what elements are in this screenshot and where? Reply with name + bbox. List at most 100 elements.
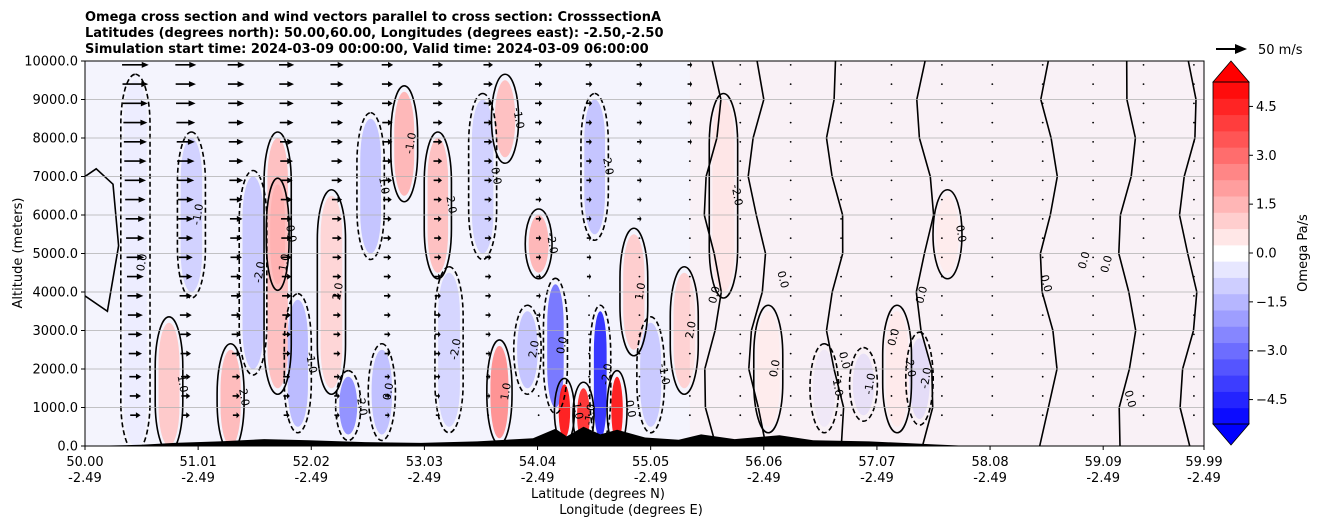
x-axis-label-secondary: Longitude (degrees E) [559,503,703,518]
wind-vector [789,395,792,397]
wind-vector [385,412,390,419]
omega-contour [904,331,934,426]
contour-label: 2.0 [443,195,459,214]
wind-vector [739,102,742,105]
wind-vector [485,312,491,319]
contour-label: 2.0 [903,359,919,378]
contour-label: 1.0 [498,382,514,401]
wind-vector [485,254,492,261]
contour-label: 0.0 [953,224,969,243]
wind-vector [483,81,493,88]
wind-vector [890,414,893,417]
contour-label: -2.0 [447,337,464,360]
wind-vector [229,177,244,184]
wind-vector [840,414,842,417]
omega-contour [263,131,293,396]
wind-vector [991,333,994,336]
wind-vector [232,373,241,380]
wind-vector [586,215,592,222]
wind-vector [687,138,692,145]
wind-vector [1193,160,1195,163]
wind-vector [789,375,792,378]
wind-vector [433,119,443,126]
wind-vector [789,333,792,336]
wind-vector [332,215,342,222]
wind-vector [231,350,241,357]
wind-vector [688,237,691,240]
wind-vector [739,63,742,66]
chart-title-line-2: Latitudes (degrees north): 50.00,60.00, … [85,26,664,41]
omega-region [394,91,415,196]
contour-label: 2.0 [526,339,542,358]
wind-vector [1092,237,1095,240]
wind-vector [332,273,342,280]
wind-vector [1041,237,1044,240]
colorbar-segment [1213,82,1249,99]
wind-vector [840,179,842,182]
wind-vector [331,138,343,145]
contour-label: -2.0 [599,362,616,385]
contour-label: -2.0 [353,393,370,416]
contour-label: 1.0 [632,282,648,301]
wind-vector [588,352,590,355]
wind-vector [890,395,893,397]
wind-vector [1193,217,1195,220]
wind-vector [688,314,691,316]
wind-vector [1193,352,1195,355]
wind-vector [586,119,593,126]
wind-vector [126,254,145,261]
contour-label: 0.0 [380,382,396,401]
omega-region [287,299,308,427]
wind-vector [384,292,391,299]
chart-title: Omega cross section and wind vectors par… [85,10,664,57]
contour-label: 0.0 [623,399,639,418]
wind-vector [890,121,893,124]
colorbar-tick-label: −1.5 [1256,295,1288,310]
colorbar-segment [1213,147,1249,164]
wind-vector [175,81,196,88]
wind-vector [588,333,590,336]
wind-vector [1142,256,1145,259]
wind-vector [129,392,142,399]
wind-vector [383,273,392,280]
wind-vector [638,256,641,259]
wind-vector [382,158,393,165]
wind-vector [890,217,893,220]
omega-contour [238,169,268,376]
contour-label: -2.0 [918,366,935,389]
wind-vector [890,314,893,316]
wind-vector [687,61,693,68]
wind-vector [638,395,641,397]
x-tick-label-longitude: -2.49 [1187,471,1221,486]
omega-contour [467,92,498,261]
wind-vector [383,215,392,222]
contour-label: -1.0 [190,203,207,226]
wind-vector [487,414,490,417]
x-tick-label: 51.01 [180,455,217,470]
chart-title-line-3: Simulation start time: 2024-03-09 00:00:… [85,42,649,57]
wind-vector [687,81,693,88]
wind-vector [279,119,294,126]
wind-vector [125,215,146,222]
y-axis-label: Altitude (meters) [11,198,26,309]
omega-contour [572,381,595,446]
wind-vector [789,414,792,417]
wind-vector [739,375,742,378]
wind-vector [840,63,842,66]
wind-vector [283,373,291,380]
wind-vector [181,392,191,399]
wind-vector [1092,314,1095,316]
wind-vector [890,160,893,163]
wind-vector [991,102,994,105]
colorbar-segment [1213,358,1249,376]
wind-vector [332,254,342,261]
wind-vector [1041,333,1044,336]
wind-vector [177,196,194,203]
wind-vector [789,63,792,66]
wind-vector [231,312,242,319]
omega-contour [154,316,184,446]
wind-vector [840,395,842,397]
quiver-key-arrow-head [1235,44,1247,54]
wind-vector [383,196,392,203]
y-tick-label: 9000.0 [33,93,79,108]
